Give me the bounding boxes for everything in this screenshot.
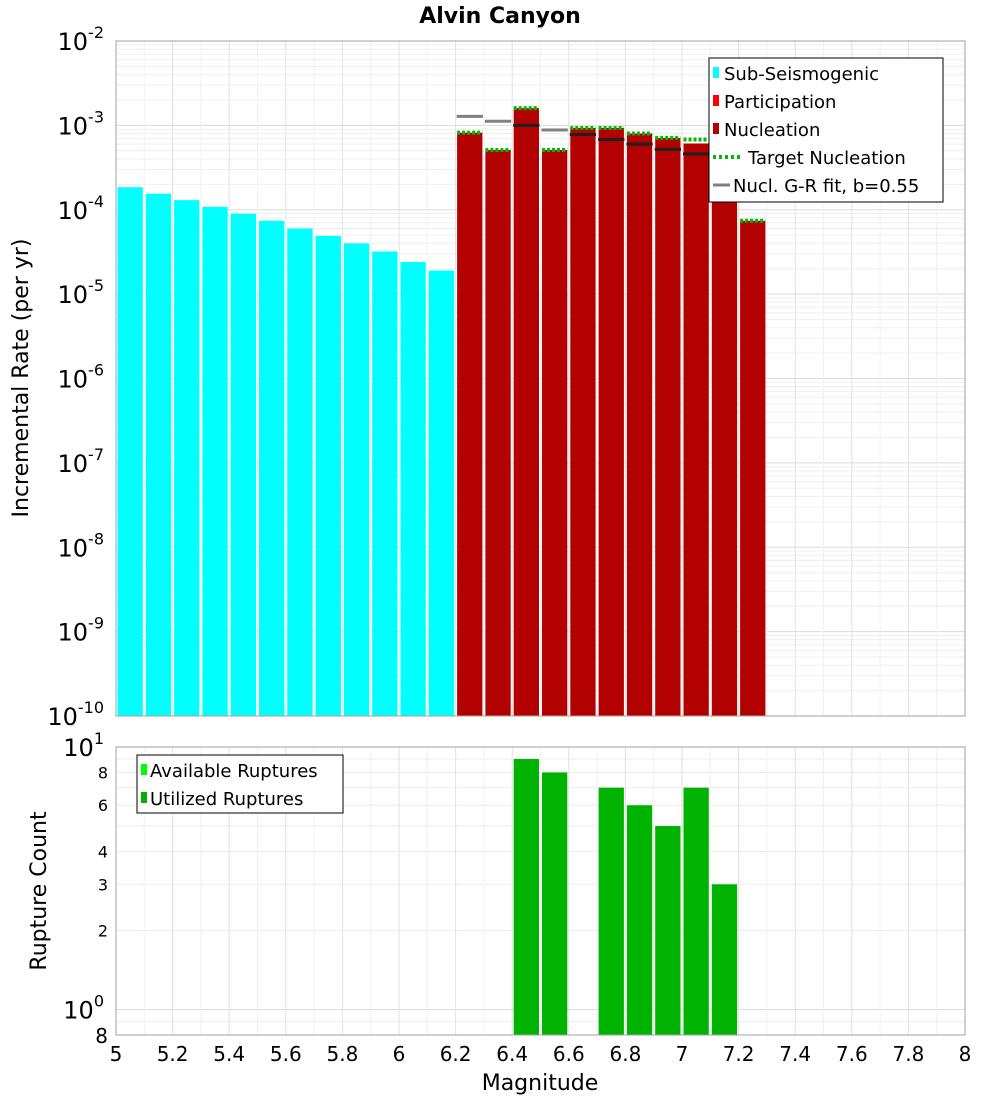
- top-y-axis-label: Incremental Rate (per yr): [9, 239, 34, 518]
- bottom-y-decade-label: 101: [63, 729, 104, 762]
- bottom-bars: [513, 759, 738, 1035]
- legend-label-available-ruptures: Available Ruptures: [150, 761, 318, 782]
- chart-title: Alvin Canyon: [419, 4, 581, 29]
- x-tick-label: 6: [393, 1042, 406, 1066]
- bottom-legend-box: [136, 754, 344, 814]
- legend-label-nucleation: Nucleation: [724, 120, 820, 141]
- bar-utilized-ruptures: [711, 884, 738, 1035]
- bar-sub-seismogenic: [202, 206, 228, 716]
- x-tick-label: 8: [959, 1042, 972, 1066]
- bar-sub-seismogenic: [145, 193, 172, 716]
- bar-nucleation: [598, 128, 624, 717]
- bar-nucleation: [626, 133, 653, 717]
- bar-nucleation: [683, 143, 709, 716]
- legend-label-sub-seismogenic: Sub-Seismogenic: [724, 64, 879, 85]
- top-y-tick-label: 10-2: [58, 23, 105, 56]
- bar-sub-seismogenic: [287, 228, 313, 716]
- x-tick-label: 7: [676, 1042, 689, 1066]
- bar-sub-seismogenic: [428, 270, 455, 716]
- bar-sub-seismogenic: [117, 187, 143, 716]
- bar-nucleation: [655, 137, 681, 717]
- top-plot-frame: [115, 40, 966, 717]
- top-y-tick-label: 10-8: [58, 529, 105, 562]
- bar-sub-seismogenic: [315, 235, 341, 716]
- x-tick-label: 7.4: [779, 1042, 811, 1066]
- x-tick-label: 6.8: [609, 1042, 641, 1066]
- x-tick-label: 7.2: [723, 1042, 755, 1066]
- bottom-y-tick-label: 4: [98, 842, 108, 861]
- bar-nucleation: [513, 108, 539, 717]
- bar-nucleation: [457, 132, 483, 716]
- top-y-tick-label: 10-4: [58, 192, 105, 225]
- legend-swatch-nucleation: [713, 123, 719, 134]
- bottom-y-axis-label: Rupture Count: [27, 811, 52, 971]
- x-tick-label: 5: [110, 1042, 123, 1066]
- top-y-tick-label: 10-5: [58, 276, 105, 309]
- top-y-tick-label: 10-3: [58, 107, 105, 140]
- legend-swatch-participation: [713, 95, 719, 106]
- top-y-tick-label: 10-7: [58, 445, 105, 478]
- top-y-ticks: 10-2 10-3 10-4 10-5 10-6 10-7 10-8 10-9 10-10: [47, 23, 104, 731]
- bottom-y-min-label: 8: [95, 1024, 108, 1048]
- bar-sub-seismogenic: [343, 243, 370, 717]
- x-tick-label: 5.4: [213, 1042, 245, 1066]
- legend-swatch-utilized-ruptures: [141, 792, 147, 803]
- bar-sub-seismogenic: [259, 220, 285, 716]
- bar-utilized-ruptures: [598, 787, 624, 1035]
- bar-sub-seismogenic: [372, 251, 398, 716]
- x-tick-label: 7.6: [836, 1042, 868, 1066]
- x-tick-label: 5.8: [326, 1042, 358, 1066]
- bar-sub-seismogenic: [174, 200, 200, 716]
- bottom-y-tick-label: 2: [98, 922, 108, 941]
- top-y-tick-label: 10-9: [58, 614, 105, 647]
- legend-label-target-nucleation: Target Nucleation: [747, 148, 906, 169]
- top-y-tick-label: 10-10: [47, 698, 104, 731]
- bar-nucleation: [542, 150, 568, 716]
- bar-utilized-ruptures: [626, 805, 653, 1035]
- top-legend: Sub-Seismogenic Participation Nucleation…: [708, 57, 944, 203]
- bar-utilized-ruptures: [542, 772, 568, 1035]
- legend-label-utilized-ruptures: Utilized Ruptures: [150, 789, 303, 810]
- legend-label-gr-fit: Nucl. G-R fit, b=0.55: [733, 176, 919, 197]
- bar-nucleation: [740, 220, 766, 716]
- x-axis-label: Magnitude: [482, 1071, 599, 1096]
- x-tick-label: 7.8: [892, 1042, 924, 1066]
- bar-nucleation: [711, 157, 738, 717]
- top-legend-box: [708, 57, 944, 203]
- top-bars: [117, 108, 766, 717]
- x-tick-label: 5.6: [270, 1042, 302, 1066]
- bottom-y-tick-label: 8: [98, 763, 108, 782]
- x-tick-label: 5.2: [157, 1042, 189, 1066]
- bottom-y-tick-label: 6: [98, 796, 108, 815]
- bar-utilized-ruptures: [655, 826, 681, 1035]
- bottom-y-tick-label: 3: [98, 875, 108, 894]
- bottom-legend: Available Ruptures Utilized Ruptures: [136, 754, 344, 814]
- legend-swatch-sub-seismogenic: [713, 67, 719, 78]
- bottom-plot-frame: [115, 746, 966, 1036]
- bar-nucleation: [570, 128, 596, 717]
- bottom-y-decade-label: 100: [63, 992, 104, 1025]
- x-tick-label: 6.6: [553, 1042, 585, 1066]
- x-tick-label: 6.4: [496, 1042, 528, 1066]
- legend-swatch-available-ruptures: [141, 764, 147, 775]
- x-ticks: 5 5.2 5.4 5.6 5.8 6 6.2 6.4 6.6 6.8 7 7.2 7.4 7.6 7.8 8: [110, 1042, 972, 1066]
- bar-utilized-ruptures: [513, 759, 539, 1035]
- bar-sub-seismogenic: [400, 262, 426, 716]
- x-tick-label: 6.2: [440, 1042, 472, 1066]
- top-grid: [115, 41, 966, 717]
- top-y-tick-label: 10-6: [58, 361, 105, 394]
- bar-nucleation: [485, 150, 511, 716]
- bar-sub-seismogenic: [230, 213, 256, 717]
- legend-label-participation: Participation: [724, 92, 836, 113]
- bar-utilized-ruptures: [683, 787, 709, 1035]
